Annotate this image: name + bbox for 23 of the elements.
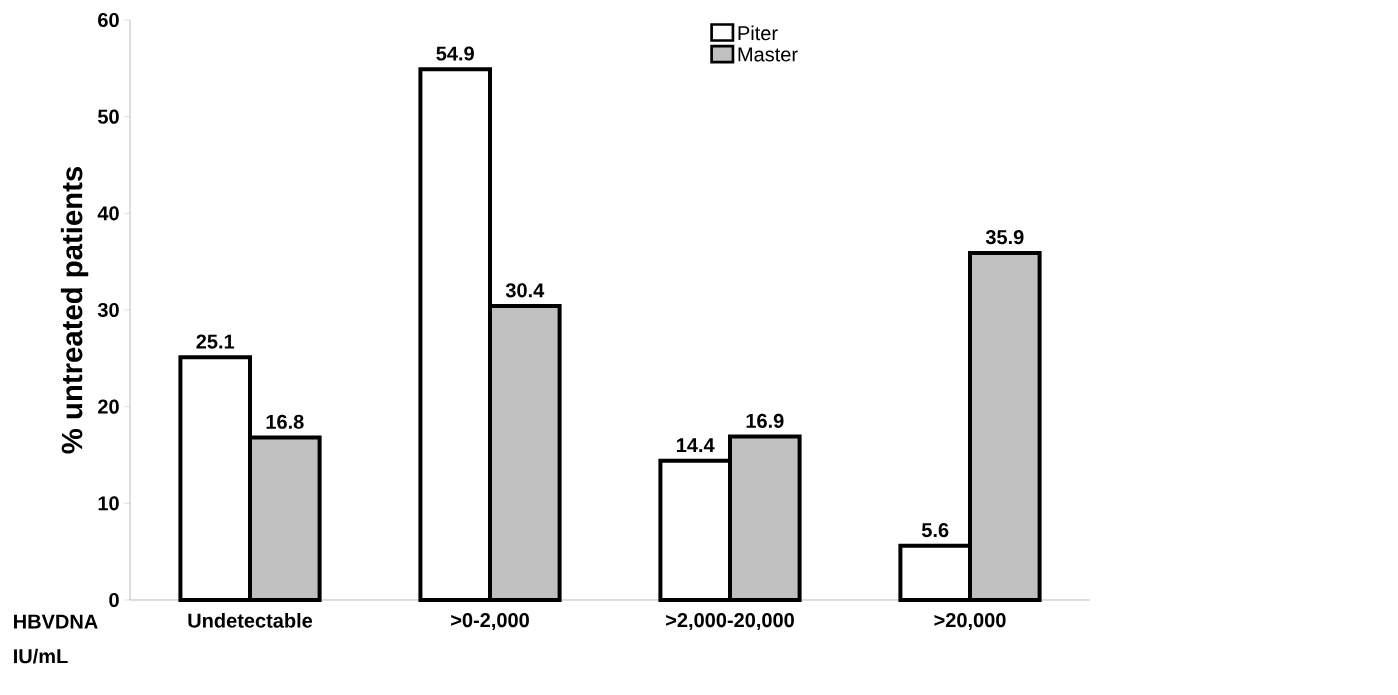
y-tick-label: 60 bbox=[98, 12, 119, 28]
data-label: 5.6 bbox=[921, 522, 949, 538]
x-tick-label: Undetectable bbox=[188, 613, 313, 628]
x-tick-label: >20,000 bbox=[934, 613, 1006, 631]
data-label: 30.4 bbox=[505, 283, 545, 298]
data-label: 14.4 bbox=[677, 438, 715, 453]
data-label: 54.9 bbox=[436, 46, 474, 61]
data-label: 16.8 bbox=[266, 414, 304, 429]
y-tick-label: 50 bbox=[97, 109, 119, 124]
legend-label: Piter bbox=[738, 25, 778, 41]
x-tick-label: >0-2,000 bbox=[451, 613, 529, 631]
x-axis-title: HBVDNA IU/mL bbox=[14, 614, 98, 664]
y-tick-label: 30 bbox=[97, 302, 119, 318]
data-label: 16.9 bbox=[746, 413, 784, 428]
y-tick-label: 20 bbox=[98, 399, 119, 414]
data-label: 25.1 bbox=[196, 334, 235, 349]
y-axis-title: % untreated patients bbox=[60, 166, 89, 454]
y-tick-label: 0 bbox=[109, 592, 119, 608]
y-tick-label: 40 bbox=[97, 206, 119, 221]
data-label: 35.9 bbox=[985, 230, 1024, 245]
y-tick-label: 10 bbox=[98, 496, 119, 511]
x-tick-label: >2,000-20,000 bbox=[666, 613, 794, 631]
legend-label: Master bbox=[738, 47, 798, 62]
